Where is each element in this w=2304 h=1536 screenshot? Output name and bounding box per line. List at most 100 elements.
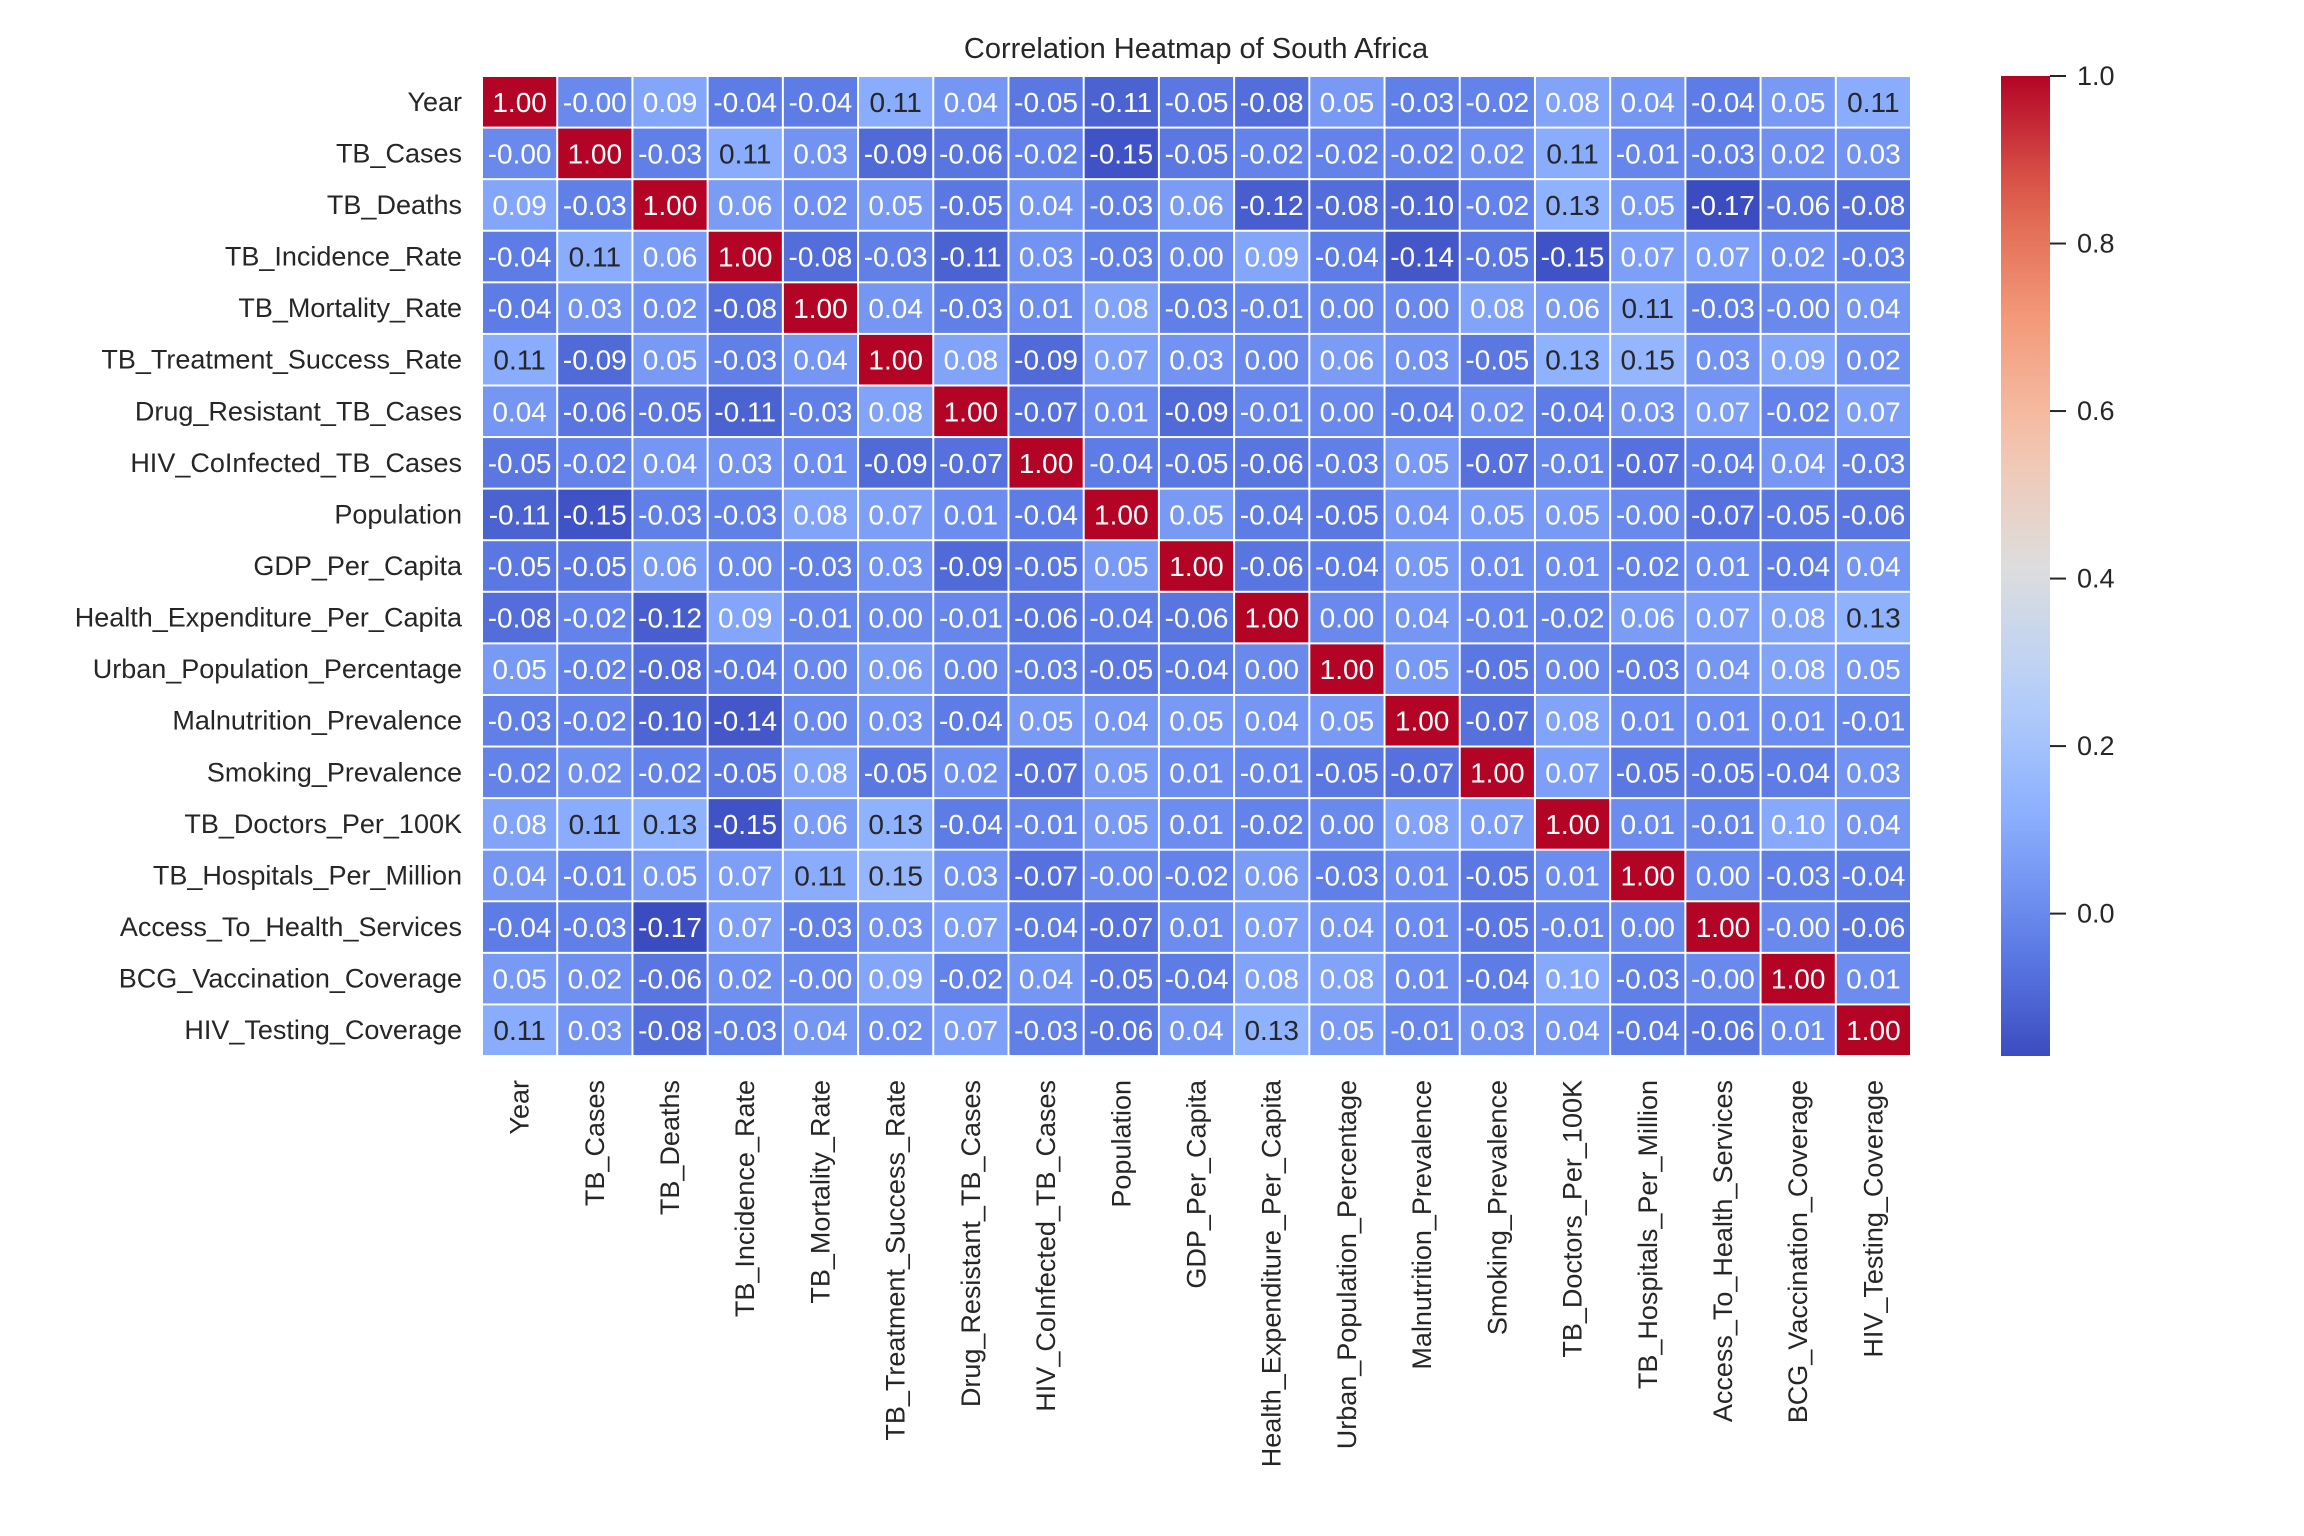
heatmap-cell [1159, 541, 1234, 591]
cell-value-label: -0.05 [1465, 860, 1529, 891]
cell-value-label: -0.00 [488, 138, 552, 169]
heatmap-cell [1009, 489, 1083, 540]
cell-value-label: 0.05 [1094, 551, 1149, 582]
x-tick-label: HIV_CoInfected_TB_Cases [1031, 1080, 1061, 1412]
heatmap-cell [1836, 644, 1910, 694]
cell-value-label: 0.02 [568, 964, 623, 995]
cell-value-label: 0.05 [1019, 706, 1074, 737]
cell-value-label: -0.07 [1089, 912, 1153, 943]
cell-value-label: 0.00 [1244, 345, 1299, 376]
heatmap-cell [1535, 747, 1610, 798]
heatmap-cell [859, 1005, 933, 1055]
heatmap-cell [1761, 1005, 1835, 1055]
heatmap-cells: 1.00 -0.00 0.09 -0.04 -0.04 0.11 0.04 -0.05 -0.1… [483, 77, 1910, 1055]
heatmap-cell [1084, 386, 1158, 437]
cell-value-label: -0.05 [1014, 551, 1078, 582]
cell-value-label: 0.04 [1771, 448, 1826, 479]
cell-value-label: 0.15 [868, 860, 923, 891]
heatmap-cell [1310, 1005, 1384, 1055]
cell-value-label: 0.08 [1545, 706, 1600, 737]
cell-value-label: -0.01 [939, 603, 1003, 634]
cell-value-label: -0.00 [1616, 499, 1680, 530]
cell-value-label: -0.04 [713, 654, 777, 685]
heatmap-cell [1235, 799, 1309, 849]
cell-value-label: 0.04 [1094, 706, 1149, 737]
cell-value-label: 0.07 [868, 499, 923, 530]
cell-value-label: 0.03 [944, 860, 999, 891]
heatmap-cell [1084, 231, 1158, 282]
heatmap-cell [1836, 386, 1910, 437]
cell-value-label: 0.09 [643, 87, 698, 118]
heatmap-cell [1686, 592, 1760, 643]
heatmap-cell [1235, 77, 1309, 127]
cell-value-label: -0.04 [1766, 757, 1830, 788]
cell-value-label: 0.06 [1169, 190, 1224, 221]
cell-value-label: 0.09 [492, 190, 547, 221]
heatmap-cell [1009, 902, 1083, 952]
heatmap-cell [1235, 334, 1309, 385]
cell-value-label: 1.00 [1696, 912, 1751, 943]
heatmap-cell [1611, 77, 1685, 127]
cell-value-label: -0.07 [939, 448, 1003, 479]
cell-value-label: 1.00 [1244, 603, 1299, 634]
cell-value-label: 1.00 [1846, 1015, 1901, 1046]
heatmap-cell [1686, 644, 1760, 694]
heatmap-cell [1159, 386, 1234, 437]
cell-value-label: -0.12 [638, 603, 702, 634]
heatmap-cell [633, 1005, 707, 1055]
heatmap-cell [1611, 283, 1685, 333]
cell-value-label: 0.03 [793, 138, 848, 169]
heatmap-cell [1686, 541, 1760, 591]
cell-value-label: -0.03 [638, 499, 702, 530]
heatmap-cell [934, 438, 1008, 488]
y-tick-label: Malnutrition_Prevalence [172, 706, 462, 736]
heatmap-cell [1535, 850, 1610, 901]
cell-value-label: -0.03 [864, 242, 928, 273]
heatmap-cell [558, 902, 632, 952]
cell-value-label: -0.05 [713, 757, 777, 788]
cell-value-label: 0.03 [1846, 757, 1901, 788]
heatmap-cell [1611, 1005, 1685, 1055]
cell-value-label: -0.00 [1691, 964, 1755, 995]
cell-value-label: 0.10 [1545, 964, 1600, 995]
heatmap-cell [783, 489, 858, 540]
cell-value-label: 0.04 [1395, 499, 1450, 530]
cell-value-label: 0.06 [1244, 860, 1299, 891]
cell-value-label: 0.01 [944, 499, 999, 530]
cell-value-label: 0.03 [1470, 1015, 1525, 1046]
cell-value-label: 0.06 [643, 551, 698, 582]
heatmap-cell [1310, 695, 1384, 746]
heatmap-cell [1385, 644, 1459, 694]
heatmap-cell [1761, 128, 1835, 179]
cell-value-label: 0.08 [1395, 809, 1450, 840]
cell-value-label: 0.01 [1696, 706, 1751, 737]
cell-value-label: 0.08 [1771, 603, 1826, 634]
cell-value-label: -0.05 [1014, 87, 1078, 118]
cell-value-label: 0.04 [643, 448, 698, 479]
cell-value-label: -0.06 [1165, 603, 1229, 634]
cell-value-label: 0.00 [1320, 396, 1375, 427]
cell-value-label: -0.09 [864, 138, 928, 169]
cell-value-label: 0.05 [1320, 1015, 1375, 1046]
cell-value-label: -0.08 [713, 293, 777, 324]
cell-value-label: -0.00 [1089, 860, 1153, 891]
heatmap-cell [1686, 334, 1760, 385]
cell-value-label: 0.05 [1094, 757, 1149, 788]
cell-value-label: -0.03 [1691, 138, 1755, 169]
chart-title: Correlation Heatmap of South Africa [964, 33, 1429, 65]
cell-value-label: 0.04 [1846, 551, 1901, 582]
x-axis-tick-labels: Year TB_Cases TB_Deaths TB_Incidence_Rate TB… [505, 1079, 1889, 1467]
heatmap-cell [783, 953, 858, 1004]
heatmap-cell [708, 386, 782, 437]
heatmap-cell [633, 953, 707, 1004]
cell-value-label: -0.04 [939, 706, 1003, 737]
cell-value-label: -0.00 [563, 87, 627, 118]
heatmap-cell [1611, 902, 1685, 952]
heatmap-cell [1084, 180, 1158, 230]
heatmap-cell [1159, 438, 1234, 488]
cell-value-label: -0.09 [864, 448, 928, 479]
cell-value-label: -0.05 [638, 396, 702, 427]
heatmap-cell [1235, 747, 1309, 798]
heatmap-cell [1310, 592, 1384, 643]
cell-value-label: -0.05 [1465, 912, 1529, 943]
